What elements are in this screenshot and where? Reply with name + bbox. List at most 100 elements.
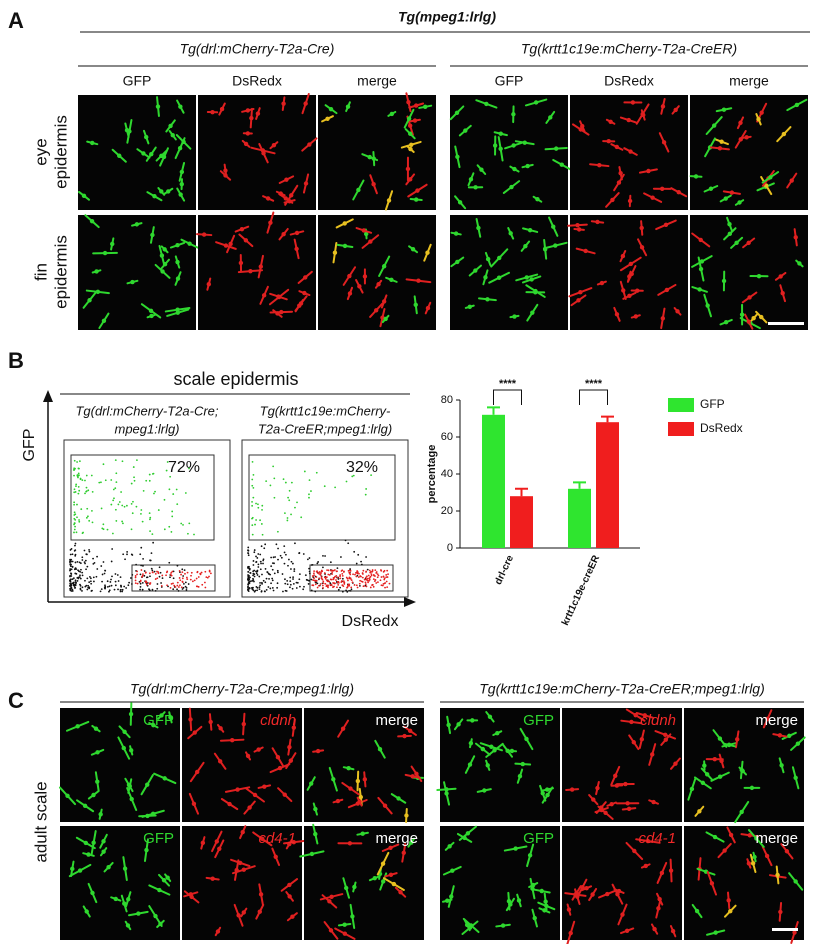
channel-label: merge bbox=[755, 712, 798, 729]
event bbox=[84, 559, 87, 562]
event bbox=[169, 576, 171, 579]
cell bbox=[407, 728, 413, 734]
event bbox=[73, 459, 76, 462]
event bbox=[188, 522, 191, 525]
cell bbox=[367, 154, 372, 160]
cell bbox=[498, 146, 503, 151]
cell bbox=[470, 718, 475, 723]
cell bbox=[110, 241, 115, 247]
cell bbox=[764, 853, 770, 859]
cell bbox=[628, 261, 633, 267]
event bbox=[308, 493, 310, 496]
cell bbox=[675, 309, 680, 314]
cell bbox=[423, 104, 428, 110]
cell bbox=[161, 154, 167, 160]
cell bbox=[700, 780, 706, 786]
cell bbox=[168, 715, 173, 720]
cell bbox=[473, 268, 478, 273]
event bbox=[316, 586, 319, 589]
event bbox=[251, 501, 253, 503]
event bbox=[154, 490, 156, 493]
event bbox=[140, 509, 143, 511]
cell bbox=[93, 726, 99, 731]
event bbox=[102, 561, 105, 563]
event bbox=[349, 570, 352, 572]
event bbox=[249, 568, 251, 570]
cell bbox=[352, 884, 357, 890]
cell bbox=[210, 109, 215, 115]
event bbox=[375, 572, 378, 574]
event bbox=[78, 474, 80, 477]
cell bbox=[303, 275, 308, 280]
event bbox=[110, 578, 112, 581]
event bbox=[315, 471, 318, 474]
event bbox=[261, 573, 263, 576]
event bbox=[264, 568, 267, 570]
event bbox=[121, 460, 124, 463]
event bbox=[78, 561, 81, 564]
micrograph bbox=[60, 826, 180, 940]
event bbox=[252, 572, 255, 575]
cell bbox=[153, 913, 158, 919]
error-bar bbox=[487, 406, 500, 415]
event bbox=[308, 579, 310, 582]
event bbox=[154, 578, 157, 580]
event bbox=[268, 578, 270, 580]
gate bbox=[248, 454, 396, 541]
event bbox=[311, 575, 314, 577]
event bbox=[320, 572, 322, 575]
event bbox=[341, 569, 344, 572]
channel-label: cldnh bbox=[260, 712, 296, 729]
event bbox=[176, 564, 179, 567]
cell bbox=[228, 241, 233, 247]
cell bbox=[149, 313, 154, 319]
event bbox=[156, 587, 159, 590]
event bbox=[303, 470, 306, 473]
event bbox=[257, 563, 260, 566]
event bbox=[327, 573, 330, 576]
event bbox=[292, 576, 295, 579]
cell bbox=[357, 799, 362, 804]
cell bbox=[342, 922, 347, 927]
event bbox=[148, 479, 151, 482]
event bbox=[312, 579, 314, 582]
cell bbox=[781, 131, 787, 137]
event bbox=[313, 574, 316, 577]
event bbox=[149, 518, 151, 521]
cell bbox=[148, 308, 154, 314]
event bbox=[172, 577, 175, 580]
cell bbox=[277, 765, 283, 771]
cell bbox=[358, 794, 363, 800]
cell bbox=[373, 308, 379, 313]
cell bbox=[287, 882, 292, 888]
event bbox=[149, 575, 151, 578]
event bbox=[168, 561, 171, 564]
event bbox=[112, 499, 115, 502]
cell bbox=[591, 797, 596, 802]
event bbox=[100, 588, 103, 591]
event bbox=[352, 573, 354, 576]
event bbox=[365, 576, 367, 579]
cell bbox=[618, 170, 623, 176]
cell bbox=[747, 833, 752, 838]
event bbox=[279, 554, 282, 557]
event bbox=[314, 590, 317, 593]
cell bbox=[276, 294, 281, 299]
cell bbox=[446, 722, 451, 728]
event bbox=[367, 574, 370, 577]
event bbox=[71, 566, 74, 568]
cell bbox=[413, 197, 419, 202]
cell bbox=[449, 894, 454, 899]
event bbox=[74, 491, 77, 493]
cell bbox=[65, 793, 70, 799]
event bbox=[182, 575, 185, 577]
cell bbox=[623, 781, 628, 787]
cell bbox=[640, 111, 645, 117]
event bbox=[329, 584, 332, 586]
event bbox=[284, 553, 287, 556]
x-tick-label: krtt1c19e-creER bbox=[560, 553, 602, 627]
event bbox=[134, 579, 137, 582]
cell bbox=[187, 241, 192, 246]
row-label: adult scale bbox=[31, 781, 50, 862]
event bbox=[76, 461, 78, 463]
